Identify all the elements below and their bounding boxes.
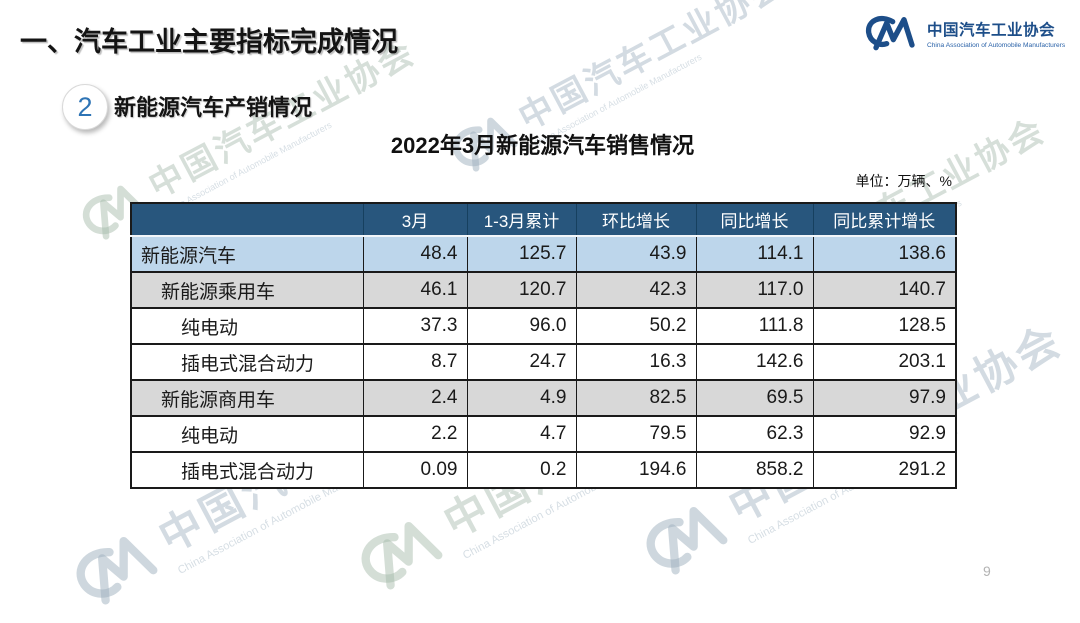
- page-title: 一、汽车工业主要指标完成情况: [20, 27, 398, 57]
- slide: 中国汽车工业协会 China Association of Automobile…: [20, 0, 1071, 604]
- logo-org-name: 中国汽车工业协会: [927, 21, 1056, 39]
- table-row: 插电式混合动力 8.7 24.7 16.3 142.6 203.1: [130, 343, 957, 381]
- data-cell: 50.2: [575, 307, 697, 345]
- watermark-text: 中国汽车工业协会: [512, 0, 792, 138]
- data-cell: 194.6: [575, 451, 697, 489]
- data-cell: 858.2: [695, 451, 814, 489]
- column-header: [130, 202, 364, 237]
- unit-label: 单位：万辆、%: [855, 173, 952, 189]
- data-cell: 79.5: [575, 415, 697, 453]
- caam-glyph-icon: [631, 493, 736, 587]
- data-cell: 138.6: [812, 235, 957, 273]
- data-cell: 128.5: [812, 307, 957, 345]
- data-cell: 42.3: [575, 271, 697, 309]
- caam-glyph-icon: [346, 508, 451, 602]
- row-label: 新能源汽车: [130, 235, 364, 273]
- table-row: 插电式混合动力 0.09 0.2 194.6 858.2 291.2: [130, 451, 957, 489]
- data-cell: 0.09: [362, 451, 468, 489]
- data-cell: 92.9: [812, 415, 957, 453]
- table-row: 新能源汽车 48.4 125.7 43.9 114.1 138.6: [130, 235, 957, 273]
- row-label: 纯电动: [130, 415, 364, 453]
- table-row: 新能源商用车 2.4 4.9 82.5 69.5 97.9: [130, 379, 957, 417]
- data-cell: 0.2: [466, 451, 577, 489]
- nev-sales-table: 3月 1-3月累计 环比增长 同比增长 同比累计增长 新能源汽车 48.4 12…: [130, 202, 957, 489]
- column-header: 3月: [362, 202, 468, 237]
- data-cell: 117.0: [695, 271, 814, 309]
- logo-org-name-en: China Association of Automobile Manufact…: [927, 41, 1066, 49]
- table-title: 2022年3月新能源汽车销售情况: [390, 133, 695, 158]
- table-row: 新能源乘用车 46.1 120.7 42.3 117.0 140.7: [130, 271, 957, 309]
- data-cell: 48.4: [362, 235, 468, 273]
- data-cell: 24.7: [466, 343, 577, 381]
- data-cell: 125.7: [466, 235, 577, 273]
- row-label: 插电式混合动力: [130, 343, 364, 381]
- column-header: 1-3月累计: [466, 202, 577, 237]
- data-cell: 82.5: [575, 379, 697, 417]
- caam-glyph-icon: [61, 523, 166, 617]
- row-label: 新能源乘用车: [130, 271, 364, 309]
- row-label: 纯电动: [130, 307, 364, 345]
- data-cell: 203.1: [812, 343, 957, 381]
- data-cell: 120.7: [466, 271, 577, 309]
- data-cell: 62.3: [695, 415, 814, 453]
- data-cell: 97.9: [812, 379, 957, 417]
- section-number-badge: 2: [62, 84, 108, 130]
- data-cell: 4.9: [466, 379, 577, 417]
- table-row: 纯电动 37.3 96.0 50.2 111.8 128.5: [130, 307, 957, 345]
- data-cell: 4.7: [466, 415, 577, 453]
- section-title: 新能源汽车产销情况: [114, 95, 313, 120]
- data-cell: 8.7: [362, 343, 468, 381]
- data-cell: 111.8: [695, 307, 814, 345]
- data-cell: 2.2: [362, 415, 468, 453]
- page-number: 9: [983, 563, 991, 579]
- data-cell: 96.0: [466, 307, 577, 345]
- column-header: 环比增长: [575, 202, 697, 237]
- row-label: 新能源商用车: [130, 379, 364, 417]
- data-cell: 43.9: [575, 235, 697, 273]
- data-cell: 140.7: [812, 271, 957, 309]
- data-cell: 16.3: [575, 343, 697, 381]
- data-cell: 142.6: [695, 343, 814, 381]
- column-header: 同比增长: [695, 202, 814, 237]
- data-cell: 114.1: [695, 235, 814, 273]
- data-cell: 37.3: [362, 307, 468, 345]
- data-cell: 46.1: [362, 271, 468, 309]
- column-header: 同比累计增长: [812, 202, 957, 237]
- data-cell: 2.4: [362, 379, 468, 417]
- data-cell: 291.2: [812, 451, 957, 489]
- data-cell: 69.5: [695, 379, 814, 417]
- sales-table-container: 3月 1-3月累计 环比增长 同比增长 同比累计增长 新能源汽车 48.4 12…: [130, 202, 957, 489]
- caam-logo-icon: [862, 14, 918, 52]
- header-row: 3月 1-3月累计 环比增长 同比增长 同比累计增长: [130, 202, 957, 237]
- table-row: 纯电动 2.2 4.7 79.5 62.3 92.9: [130, 415, 957, 453]
- caam-logo: 中国汽车工业协会 China Association of Automobile…: [862, 14, 1065, 52]
- row-label: 插电式混合动力: [130, 451, 364, 489]
